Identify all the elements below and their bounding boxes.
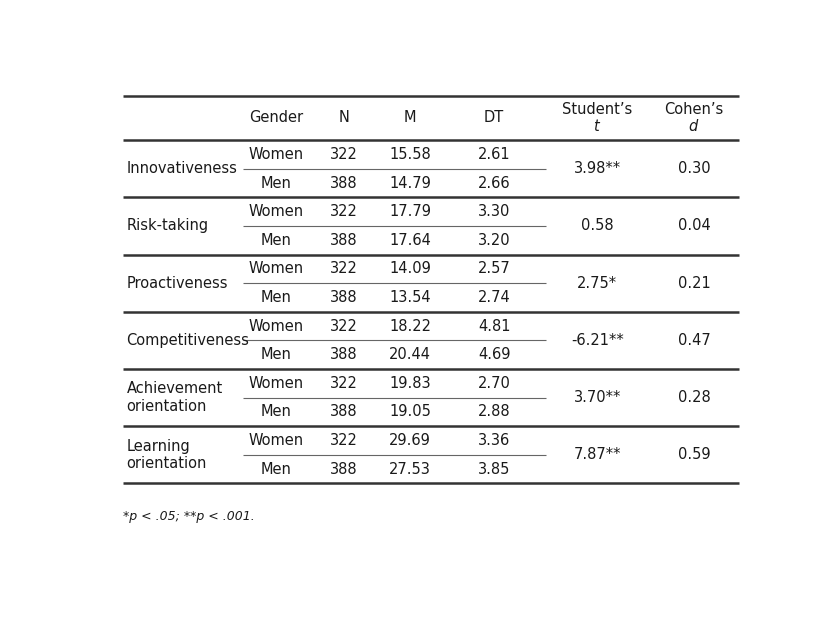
Text: Women: Women <box>249 204 304 219</box>
Text: 3.30: 3.30 <box>478 204 510 219</box>
Text: 19.05: 19.05 <box>389 404 431 420</box>
Text: Achievement
orientation: Achievement orientation <box>126 381 223 414</box>
Text: DT: DT <box>484 111 504 125</box>
Text: 388: 388 <box>330 462 358 476</box>
Text: 0.58: 0.58 <box>581 219 613 234</box>
Text: 0.59: 0.59 <box>678 447 711 462</box>
Text: 3.20: 3.20 <box>478 233 510 248</box>
Text: 388: 388 <box>330 233 358 248</box>
Text: $t$: $t$ <box>593 119 602 135</box>
Text: 13.54: 13.54 <box>389 290 431 305</box>
Text: 322: 322 <box>330 319 358 334</box>
Text: 4.69: 4.69 <box>478 347 510 362</box>
Text: 388: 388 <box>330 290 358 305</box>
Text: 2.88: 2.88 <box>478 404 510 420</box>
Text: 2.66: 2.66 <box>478 176 510 190</box>
Text: 322: 322 <box>330 261 358 276</box>
Text: 2.70: 2.70 <box>478 376 511 391</box>
Text: N: N <box>339 111 349 125</box>
Text: Women: Women <box>249 147 304 162</box>
Text: Women: Women <box>249 261 304 276</box>
Text: 2.57: 2.57 <box>478 261 511 276</box>
Text: 4.81: 4.81 <box>478 319 510 334</box>
Text: Cohen’s: Cohen’s <box>665 102 724 117</box>
Text: 322: 322 <box>330 204 358 219</box>
Text: Learning
orientation: Learning orientation <box>126 439 207 471</box>
Text: M: M <box>404 111 417 125</box>
Text: *p < .05; **p < .001.: *p < .05; **p < .001. <box>123 510 255 523</box>
Text: 2.75*: 2.75* <box>577 276 617 290</box>
Text: 15.58: 15.58 <box>389 147 431 162</box>
Text: Competitiveness: Competitiveness <box>126 333 250 348</box>
Text: Women: Women <box>249 433 304 448</box>
Text: 2.61: 2.61 <box>478 147 510 162</box>
Text: Risk-taking: Risk-taking <box>126 219 209 234</box>
Text: Proactiveness: Proactiveness <box>126 276 228 290</box>
Text: 17.64: 17.64 <box>389 233 431 248</box>
Text: 29.69: 29.69 <box>389 433 431 448</box>
Text: 3.85: 3.85 <box>478 462 510 476</box>
Text: Men: Men <box>261 290 292 305</box>
Text: -6.21**: -6.21** <box>571 333 624 348</box>
Text: 3.36: 3.36 <box>478 433 510 448</box>
Text: 322: 322 <box>330 433 358 448</box>
Text: Men: Men <box>261 404 292 420</box>
Text: 27.53: 27.53 <box>389 462 431 476</box>
Text: Student’s: Student’s <box>562 102 632 117</box>
Text: Men: Men <box>261 233 292 248</box>
Text: 0.47: 0.47 <box>677 333 711 348</box>
Text: 0.28: 0.28 <box>677 390 711 405</box>
Text: Innovativeness: Innovativeness <box>126 161 237 176</box>
Text: 388: 388 <box>330 404 358 420</box>
Text: Men: Men <box>261 462 292 476</box>
Text: 388: 388 <box>330 347 358 362</box>
Text: 20.44: 20.44 <box>389 347 431 362</box>
Text: 7.87**: 7.87** <box>573 447 621 462</box>
Text: 0.04: 0.04 <box>677 219 711 234</box>
Text: Women: Women <box>249 376 304 391</box>
Text: Gender: Gender <box>250 111 304 125</box>
Text: 3.70**: 3.70** <box>573 390 621 405</box>
Text: 14.79: 14.79 <box>389 176 431 190</box>
Text: 0.30: 0.30 <box>678 161 711 176</box>
Text: Men: Men <box>261 347 292 362</box>
Text: 2.74: 2.74 <box>478 290 511 305</box>
Text: 14.09: 14.09 <box>389 261 431 276</box>
Text: 3.98**: 3.98** <box>574 161 621 176</box>
Text: 388: 388 <box>330 176 358 190</box>
Text: 322: 322 <box>330 147 358 162</box>
Text: Men: Men <box>261 176 292 190</box>
Text: 322: 322 <box>330 376 358 391</box>
Text: 17.79: 17.79 <box>389 204 431 219</box>
Text: 18.22: 18.22 <box>389 319 431 334</box>
Text: Women: Women <box>249 319 304 334</box>
Text: 19.83: 19.83 <box>389 376 431 391</box>
Text: 0.21: 0.21 <box>677 276 711 290</box>
Text: $d$: $d$ <box>688 119 700 135</box>
